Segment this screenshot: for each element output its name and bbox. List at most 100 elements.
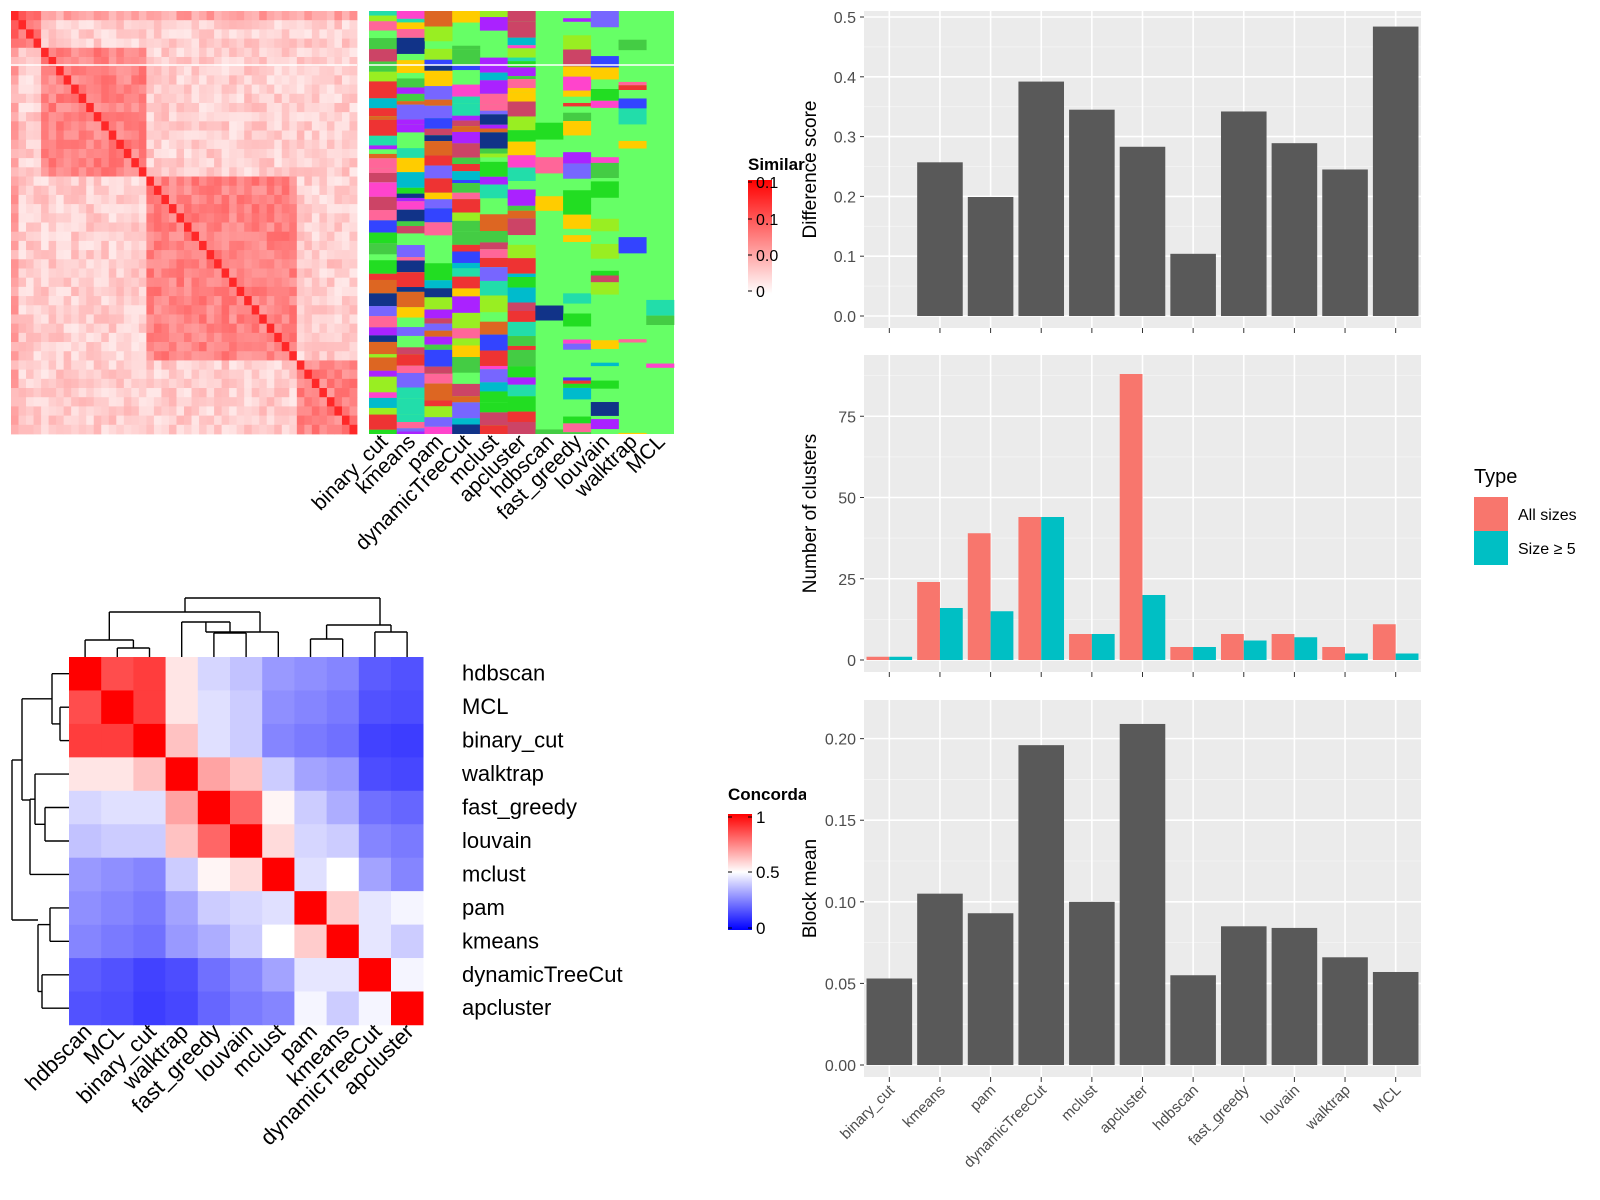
similarity-cell	[11, 185, 19, 196]
similarity-cell	[101, 47, 110, 58]
similarity-cell	[86, 84, 95, 95]
similarity-cell	[116, 47, 125, 58]
partition-segment	[369, 293, 398, 307]
concordance-cell	[133, 991, 166, 1026]
similarity-cell	[63, 406, 72, 417]
similarity-cell	[71, 121, 80, 131]
similarity-cell	[229, 11, 238, 21]
similarity-cell	[26, 415, 34, 426]
similarity-cell	[116, 194, 125, 205]
similarity-cell	[101, 286, 110, 297]
similarity-cell	[131, 231, 140, 242]
similarity-cell	[259, 20, 268, 30]
similarity-cell	[56, 305, 65, 315]
similarity-cell	[206, 277, 215, 288]
similarity-cell	[18, 222, 27, 233]
similarity-cell	[259, 360, 268, 371]
similarity-cell	[86, 305, 95, 315]
partition-segment	[563, 76, 592, 91]
similarity-cell	[266, 102, 275, 113]
similarity-cell	[341, 185, 350, 196]
similarity-cell	[259, 102, 268, 113]
similarity-cell	[56, 84, 65, 95]
similarity-cell	[184, 66, 192, 76]
similarity-cell	[33, 93, 42, 104]
similarity-cell	[26, 342, 34, 352]
type-legend-swatch	[1474, 497, 1508, 531]
similarity-cell	[41, 139, 50, 150]
similarity-cell	[138, 112, 147, 122]
similarity-cell	[311, 286, 320, 297]
similarity-cell	[176, 139, 185, 150]
similarity-cell	[304, 148, 313, 159]
similarity-cell	[56, 185, 65, 196]
similarity-cell	[63, 56, 72, 67]
similarity-cell	[131, 158, 140, 168]
similarity-cell	[71, 130, 80, 141]
similarity-cell	[319, 406, 328, 417]
similarity-cell	[221, 240, 230, 251]
similarity-cell	[11, 204, 19, 214]
similarity-cell	[319, 130, 328, 141]
similarity-cell	[199, 130, 207, 141]
similarity-cell	[236, 11, 245, 21]
similarity-cell	[274, 277, 283, 288]
partition-segment	[396, 365, 425, 373]
partition-segment	[507, 258, 536, 274]
similarity-cell	[63, 314, 72, 325]
similarity-cell	[296, 323, 305, 334]
similarity-cell	[289, 332, 298, 343]
bar-walktrap-all-sizes	[1322, 647, 1346, 660]
similarity-cell	[146, 231, 155, 242]
similarity-cell	[259, 84, 268, 95]
similarity-cell	[93, 167, 102, 177]
similarity-cell	[341, 388, 350, 398]
similarity-cell	[123, 351, 132, 361]
similarity-cell	[131, 378, 140, 389]
similarity-cell	[184, 305, 192, 315]
similarity-cell	[33, 204, 42, 214]
similarity-cell	[41, 369, 50, 380]
similarity-cell	[229, 38, 238, 49]
concordance-cell	[101, 891, 134, 925]
similarity-cell	[251, 305, 260, 315]
similarity-cell	[41, 20, 50, 30]
similarity-cell	[349, 176, 358, 187]
similarity-cell	[274, 397, 283, 407]
y-tick-label: 0.3	[834, 130, 856, 147]
similarity-cell	[274, 139, 283, 150]
similarity-cell	[168, 176, 177, 187]
bar-hdbscan-all-sizes	[1170, 647, 1194, 660]
similarity-cell	[341, 397, 350, 407]
partition-segment	[452, 418, 481, 425]
partition-segment	[452, 396, 481, 403]
similarity-cell	[221, 296, 230, 306]
concordance-cell	[101, 857, 134, 892]
similarity-cell	[86, 378, 95, 389]
partition-segment	[479, 93, 508, 105]
partition-segment	[452, 96, 481, 104]
similarity-cell	[138, 93, 147, 104]
partition-segment	[396, 29, 425, 38]
concordance-cell	[326, 657, 360, 691]
similarity-cell	[26, 84, 34, 95]
similarity-cell	[176, 296, 185, 306]
similarity-cell	[274, 424, 283, 435]
similarity-cell	[206, 314, 215, 325]
partition-segment	[507, 11, 536, 22]
similarity-cell	[326, 47, 335, 58]
similarity-cell	[18, 38, 27, 49]
similarity-cell	[236, 277, 245, 288]
similarity-cell	[131, 406, 140, 417]
similarity-cell	[131, 148, 140, 159]
similarity-cell	[191, 66, 200, 76]
similarity-cell	[199, 11, 207, 21]
partition-segment	[535, 429, 564, 434]
similarity-cell	[33, 231, 42, 242]
partition-segment	[452, 212, 481, 221]
similarity-cell	[78, 342, 87, 352]
similarity-cell	[161, 388, 170, 398]
similarity-cell	[78, 47, 87, 58]
partition-segment	[452, 312, 481, 329]
similarity-cell	[56, 38, 65, 49]
